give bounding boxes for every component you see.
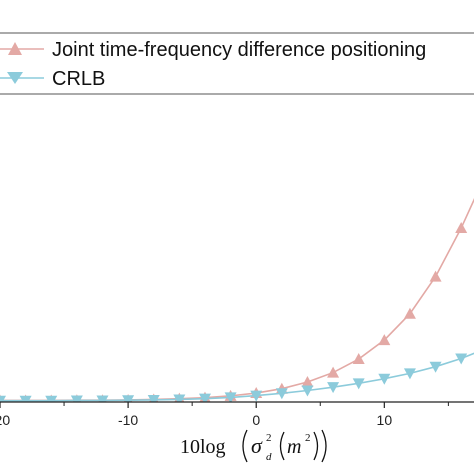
legend-label-joint: Joint time-frequency difference position… xyxy=(52,39,426,61)
data-point-crlb xyxy=(327,382,340,394)
plot-area xyxy=(0,197,474,402)
data-point-crlb xyxy=(224,392,237,402)
data-point-crlb xyxy=(70,395,83,402)
x-axis-label-sigma: σ xyxy=(251,433,263,458)
data-point-crlb xyxy=(455,353,468,365)
legend-marker-crlb xyxy=(7,72,23,84)
legend-entry-crlb: CRLB xyxy=(0,68,105,90)
data-point-joint xyxy=(378,334,391,346)
right-paren-outer xyxy=(321,429,327,463)
right-paren-inner xyxy=(313,431,319,461)
x-tick-label: 0 xyxy=(252,412,260,428)
x-axis-label-sigma-sup: 2 xyxy=(266,432,272,444)
data-point-crlb xyxy=(275,388,288,400)
x-axis-label: 10log xyxy=(180,436,226,458)
x-axis-label-unit-sup: 2 xyxy=(305,432,311,444)
x-tick-label: -20 xyxy=(0,412,10,428)
data-point-crlb xyxy=(45,395,58,402)
legend-entry-joint: Joint time-frequency difference position… xyxy=(0,39,426,61)
data-point-joint xyxy=(403,307,416,319)
data-point-joint xyxy=(301,376,314,388)
data-point-crlb xyxy=(173,394,186,402)
left-paren-inner xyxy=(279,431,285,461)
x-ticks: -20 -10 0 10 xyxy=(0,402,449,428)
x-tick-label: 10 xyxy=(377,412,393,428)
series-crlb xyxy=(0,352,474,402)
data-point-joint xyxy=(429,270,442,282)
data-point-crlb xyxy=(96,395,109,402)
legend: Joint time-frequency difference position… xyxy=(0,32,474,95)
legend-label-crlb: CRLB xyxy=(52,68,105,90)
data-point-crlb xyxy=(429,361,442,373)
data-point-crlb xyxy=(147,394,160,402)
x-axis-label-sigma-sub: d xyxy=(266,451,272,463)
data-point-joint xyxy=(327,366,340,378)
data-point-joint xyxy=(352,353,365,365)
x-tick-label: -10 xyxy=(118,412,138,428)
x-axis-label-math: σ 2 d m 2 xyxy=(242,429,327,463)
data-point-crlb xyxy=(198,393,211,402)
data-point-crlb xyxy=(301,385,314,397)
data-point-crlb xyxy=(352,378,365,390)
x-axis-label-prefix: 10log xyxy=(180,436,226,458)
data-point-crlb xyxy=(19,395,32,402)
left-paren-outer xyxy=(242,429,248,463)
legend-marker-joint xyxy=(8,42,22,55)
data-point-crlb xyxy=(122,395,135,402)
data-point-crlb xyxy=(403,368,416,380)
data-point-crlb xyxy=(0,395,6,402)
data-point-crlb xyxy=(378,373,391,385)
data-point-crlb xyxy=(250,390,263,402)
x-axis-label-unit: m xyxy=(287,436,301,458)
data-point-joint xyxy=(455,222,468,234)
